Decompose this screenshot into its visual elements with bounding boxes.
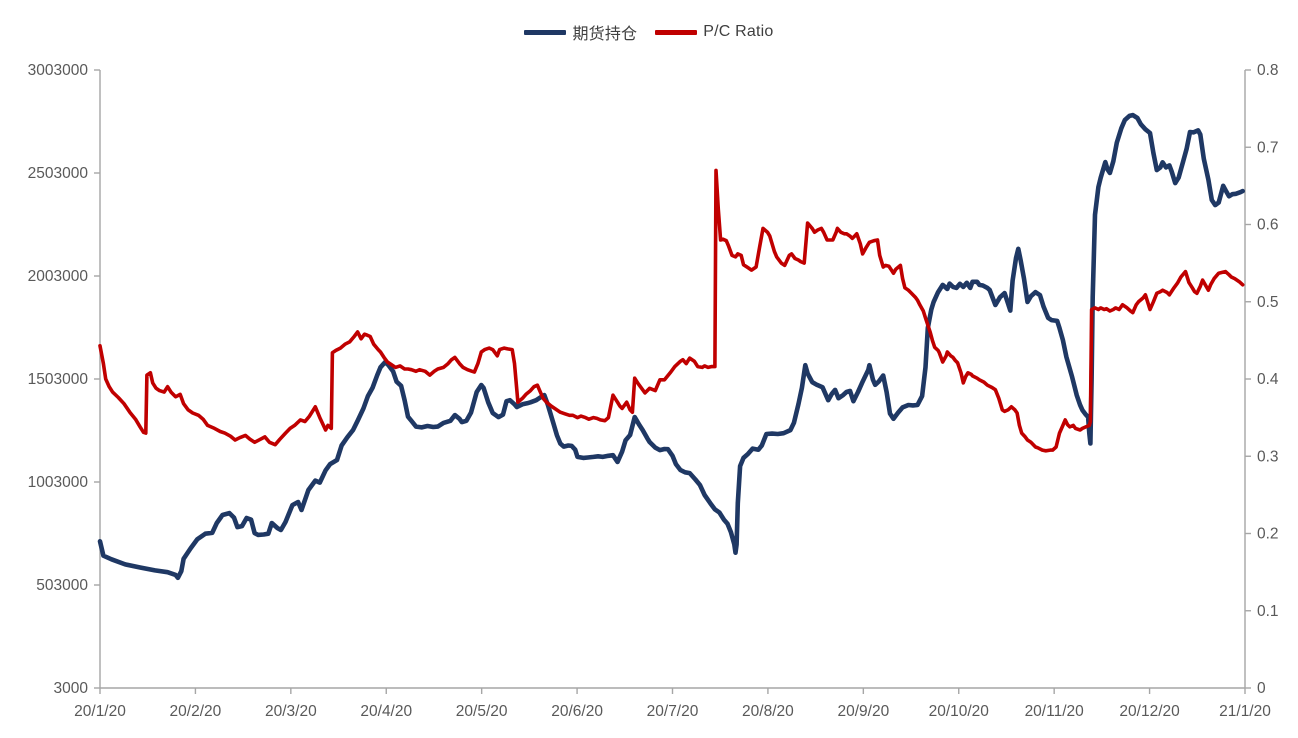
left-axis-tick-label: 503000 bbox=[36, 577, 88, 594]
x-axis-tick-label: 20/9/20 bbox=[837, 703, 889, 720]
futures-series-line bbox=[97, 112, 1245, 581]
x-axis-tick-label: 20/4/20 bbox=[360, 703, 412, 720]
left-axis-tick-label: 3003000 bbox=[28, 62, 89, 79]
futures-legend-label: 期货持仓 bbox=[572, 26, 638, 43]
futures-line-swatch bbox=[524, 29, 567, 35]
pc-ratio-line-swatch bbox=[655, 29, 698, 35]
right-axis-tick-label: 0.8 bbox=[1257, 62, 1279, 79]
x-axis-tick-label: 20/6/20 bbox=[551, 703, 603, 720]
x-axis-tick-label: 20/8/20 bbox=[742, 703, 794, 720]
pc-ratio-series-line bbox=[98, 168, 1245, 453]
right-axis-tick-label: 0.5 bbox=[1257, 294, 1279, 311]
x-axis-tick-label: 20/7/20 bbox=[647, 703, 699, 720]
pc-ratio-legend-label: P/C Ratio bbox=[703, 23, 774, 40]
left-axis-tick-label: 1003000 bbox=[28, 474, 89, 491]
left-axis-tick-label: 1503000 bbox=[28, 371, 89, 388]
chart-legend: 期货持仓 P/C Ratio bbox=[0, 20, 1298, 44]
right-axis-tick-label: 0.6 bbox=[1257, 217, 1279, 234]
x-axis-tick-label: 20/3/20 bbox=[265, 703, 317, 720]
x-axis-tick-label: 20/5/20 bbox=[456, 703, 508, 720]
right-axis-tick-label: 0.3 bbox=[1257, 448, 1279, 465]
right-axis-tick-label: 0.4 bbox=[1257, 371, 1279, 388]
right-axis-tick-label: 0.2 bbox=[1257, 526, 1279, 543]
x-axis-tick-label: 20/10/20 bbox=[929, 703, 990, 720]
x-axis-tick-label: 21/1/20 bbox=[1219, 703, 1271, 720]
legend-item-futures[interactable]: 期货持仓 bbox=[524, 20, 637, 44]
x-axis-tick-label: 20/11/20 bbox=[1025, 703, 1085, 720]
right-axis-tick-label: 0 bbox=[1257, 680, 1266, 697]
x-axis-tick-label: 20/2/20 bbox=[170, 703, 222, 720]
x-axis-tick-label: 20/12/20 bbox=[1119, 703, 1180, 720]
legend-item-pc-ratio[interactable]: P/C Ratio bbox=[655, 23, 773, 41]
x-axis-tick-label: 20/1/20 bbox=[74, 703, 126, 720]
left-axis-tick-label: 3000 bbox=[54, 680, 89, 697]
right-axis-tick-label: 0.7 bbox=[1257, 139, 1279, 156]
left-axis-tick-label: 2003000 bbox=[28, 268, 89, 285]
right-axis-tick-label: 0.1 bbox=[1257, 603, 1279, 620]
left-axis-tick-label: 2503000 bbox=[28, 165, 89, 182]
